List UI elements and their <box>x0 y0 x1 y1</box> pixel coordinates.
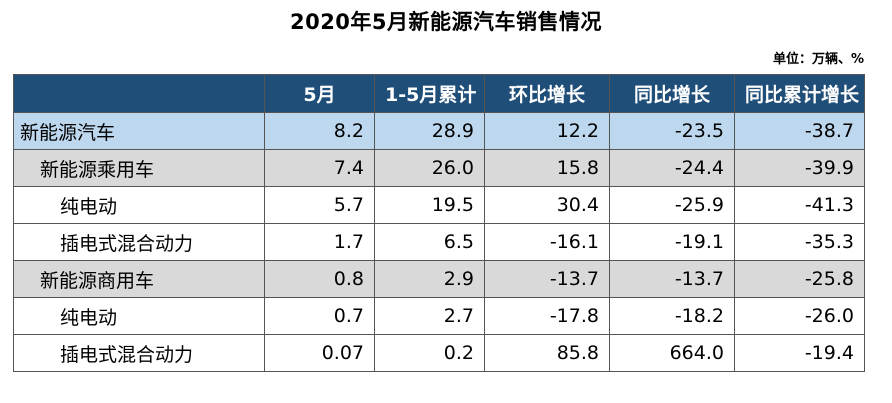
cell-yoy-cumulative: -26.0 <box>734 297 865 335</box>
table-row: 新能源乘用车 7.4 26.0 15.8 -24.4 -39.9 <box>13 149 865 187</box>
table-row: 新能源汽车 8.2 28.9 12.2 -23.5 -38.7 <box>13 112 865 150</box>
cell-yoy: -23.5 <box>609 112 735 150</box>
cell-may: 7.4 <box>264 149 375 187</box>
row-label: 插电式混合动力 <box>13 223 265 261</box>
cell-cumulative: 26.0 <box>374 149 485 187</box>
cell-mom: -13.7 <box>484 260 610 298</box>
table-header-row: 5月 1-5月累计 环比增长 同比增长 同比累计增长 <box>13 74 865 113</box>
cell-yoy-cumulative: -25.8 <box>734 260 865 298</box>
cell-yoy: -24.4 <box>609 149 735 187</box>
cell-mom: -17.8 <box>484 297 610 335</box>
cell-may: 0.8 <box>264 260 375 298</box>
row-label: 插电式混合动力 <box>13 334 265 372</box>
cell-cumulative: 2.7 <box>374 297 485 335</box>
cell-may: 1.7 <box>264 223 375 261</box>
cell-yoy-cumulative: -19.4 <box>734 334 865 372</box>
header-jan-may-cumulative: 1-5月累计 <box>374 74 485 113</box>
row-label: 新能源商用车 <box>13 260 265 298</box>
cell-yoy: -19.1 <box>609 223 735 261</box>
cell-yoy: 664.0 <box>609 334 735 372</box>
cell-may: 5.7 <box>264 186 375 224</box>
header-yoy-growth: 同比增长 <box>609 74 735 113</box>
header-may: 5月 <box>264 74 375 113</box>
cell-mom: 85.8 <box>484 334 610 372</box>
sales-table: 5月 1-5月累计 环比增长 同比增长 同比累计增长 新能源汽车 8.2 28.… <box>13 74 865 372</box>
cell-yoy: -13.7 <box>609 260 735 298</box>
table-row: 纯电动 0.7 2.7 -17.8 -18.2 -26.0 <box>13 297 865 335</box>
row-label: 新能源汽车 <box>13 112 265 150</box>
cell-yoy-cumulative: -35.3 <box>734 223 865 261</box>
cell-yoy: -18.2 <box>609 297 735 335</box>
cell-cumulative: 0.2 <box>374 334 485 372</box>
cell-cumulative: 6.5 <box>374 223 485 261</box>
header-mom-growth: 环比增长 <box>484 74 610 113</box>
row-label: 新能源乘用车 <box>13 149 265 187</box>
page-title: 2020年5月新能源汽车销售情况 <box>289 10 603 34</box>
cell-yoy-cumulative: -41.3 <box>734 186 865 224</box>
table-row: 新能源商用车 0.8 2.9 -13.7 -13.7 -25.8 <box>13 260 865 298</box>
cell-mom: 30.4 <box>484 186 610 224</box>
cell-may: 0.7 <box>264 297 375 335</box>
table-row: 插电式混合动力 0.07 0.2 85.8 664.0 -19.4 <box>13 334 865 372</box>
cell-yoy-cumulative: -38.7 <box>734 112 865 150</box>
unit-note: 单位：万辆、% <box>772 52 864 67</box>
table-row: 插电式混合动力 1.7 6.5 -16.1 -19.1 -35.3 <box>13 223 865 261</box>
cell-mom: 15.8 <box>484 149 610 187</box>
row-label: 纯电动 <box>13 186 265 224</box>
table-row: 纯电动 5.7 19.5 30.4 -25.9 -41.3 <box>13 186 865 224</box>
cell-mom: 12.2 <box>484 112 610 150</box>
cell-yoy: -25.9 <box>609 186 735 224</box>
row-label: 纯电动 <box>13 297 265 335</box>
cell-cumulative: 19.5 <box>374 186 485 224</box>
cell-mom: -16.1 <box>484 223 610 261</box>
cell-may: 8.2 <box>264 112 375 150</box>
cell-cumulative: 2.9 <box>374 260 485 298</box>
cell-cumulative: 28.9 <box>374 112 485 150</box>
header-yoy-cumulative-growth: 同比累计增长 <box>734 74 865 113</box>
header-category <box>13 74 265 113</box>
cell-yoy-cumulative: -39.9 <box>734 149 865 187</box>
cell-may: 0.07 <box>264 334 375 372</box>
